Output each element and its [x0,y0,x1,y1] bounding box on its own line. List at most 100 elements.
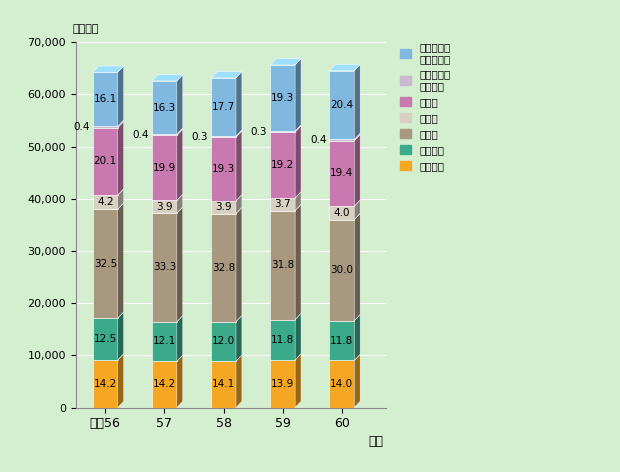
Text: 3.9: 3.9 [215,202,232,212]
Text: 4.0: 4.0 [334,208,350,218]
Polygon shape [270,204,301,211]
Polygon shape [270,354,301,360]
Polygon shape [118,354,123,407]
Polygon shape [295,354,301,407]
FancyBboxPatch shape [93,209,118,318]
Text: 12.0: 12.0 [212,337,235,346]
Legend: 典型７公害
以外の苦情, 土壌汚染・
地盤沈下, 悪　臭, 振　動, 騒　音, 水質汚濁, 大気汚染: 典型７公害 以外の苦情, 土壌汚染・ 地盤沈下, 悪 臭, 振 動, 騒 音, … [397,40,453,173]
Text: 12.5: 12.5 [94,334,117,344]
Text: 13.9: 13.9 [271,379,294,389]
Text: 0.4: 0.4 [73,122,90,132]
Polygon shape [152,355,183,361]
Polygon shape [295,59,301,131]
Polygon shape [93,189,123,195]
Polygon shape [270,125,301,131]
FancyBboxPatch shape [152,81,177,134]
Polygon shape [211,315,242,321]
FancyBboxPatch shape [329,141,354,206]
Text: 14.2: 14.2 [94,379,117,389]
FancyBboxPatch shape [270,131,295,132]
Polygon shape [270,313,301,320]
Text: 33.3: 33.3 [153,262,176,272]
Text: 32.5: 32.5 [94,259,117,269]
FancyBboxPatch shape [152,361,177,407]
Polygon shape [354,314,360,361]
Polygon shape [152,194,183,200]
Text: 0.3: 0.3 [251,126,267,136]
Polygon shape [118,203,123,318]
Text: 0.4: 0.4 [310,135,327,145]
FancyBboxPatch shape [152,213,177,322]
FancyBboxPatch shape [270,211,295,320]
Polygon shape [177,194,183,213]
Polygon shape [236,130,242,137]
FancyBboxPatch shape [270,132,295,198]
Polygon shape [236,194,242,214]
Polygon shape [93,203,123,209]
FancyBboxPatch shape [270,65,295,131]
FancyBboxPatch shape [152,200,177,213]
Text: 14.1: 14.1 [212,379,235,389]
FancyBboxPatch shape [329,219,354,320]
FancyBboxPatch shape [211,201,236,214]
Polygon shape [270,59,301,65]
Polygon shape [93,66,123,72]
Text: 11.8: 11.8 [330,336,353,346]
Text: 17.7: 17.7 [212,102,235,112]
FancyBboxPatch shape [211,78,236,136]
Text: 19.4: 19.4 [330,169,353,178]
Polygon shape [329,200,360,206]
Polygon shape [329,65,360,71]
FancyBboxPatch shape [329,320,354,361]
Polygon shape [295,126,301,198]
Polygon shape [118,312,123,360]
Text: 12.1: 12.1 [153,337,176,346]
Text: 16.3: 16.3 [153,102,176,112]
Polygon shape [177,129,183,200]
Polygon shape [236,355,242,407]
Text: 19.9: 19.9 [153,163,176,173]
FancyBboxPatch shape [329,206,354,219]
Polygon shape [118,120,123,127]
FancyBboxPatch shape [93,318,118,360]
Polygon shape [93,354,123,360]
Text: 4.2: 4.2 [97,197,113,207]
FancyBboxPatch shape [93,126,118,127]
Text: 32.8: 32.8 [212,262,235,273]
FancyBboxPatch shape [211,361,236,407]
Text: 年度: 年度 [368,435,383,448]
Text: 30.0: 30.0 [330,265,353,275]
Polygon shape [93,312,123,318]
Polygon shape [211,194,242,201]
FancyBboxPatch shape [93,360,118,407]
FancyBboxPatch shape [270,198,295,211]
FancyBboxPatch shape [329,71,354,140]
Polygon shape [354,133,360,141]
Polygon shape [177,315,183,361]
Polygon shape [211,207,242,214]
Polygon shape [177,355,183,407]
Text: 11.8: 11.8 [271,335,294,345]
Polygon shape [354,354,360,407]
Polygon shape [211,131,242,137]
FancyBboxPatch shape [152,322,177,361]
Polygon shape [93,120,123,126]
Polygon shape [295,192,301,211]
Polygon shape [354,135,360,206]
Polygon shape [211,72,242,78]
Polygon shape [152,75,183,81]
Polygon shape [329,133,360,140]
FancyBboxPatch shape [211,321,236,361]
FancyBboxPatch shape [211,214,236,321]
FancyBboxPatch shape [152,135,177,200]
Text: 20.4: 20.4 [330,100,353,110]
Polygon shape [118,66,123,126]
Polygon shape [329,314,360,320]
Text: 31.8: 31.8 [271,260,294,270]
Text: 0.4: 0.4 [133,130,149,140]
Polygon shape [152,207,183,213]
Polygon shape [177,75,183,134]
FancyBboxPatch shape [211,137,236,201]
FancyBboxPatch shape [93,72,118,126]
Text: 14.0: 14.0 [330,379,353,389]
